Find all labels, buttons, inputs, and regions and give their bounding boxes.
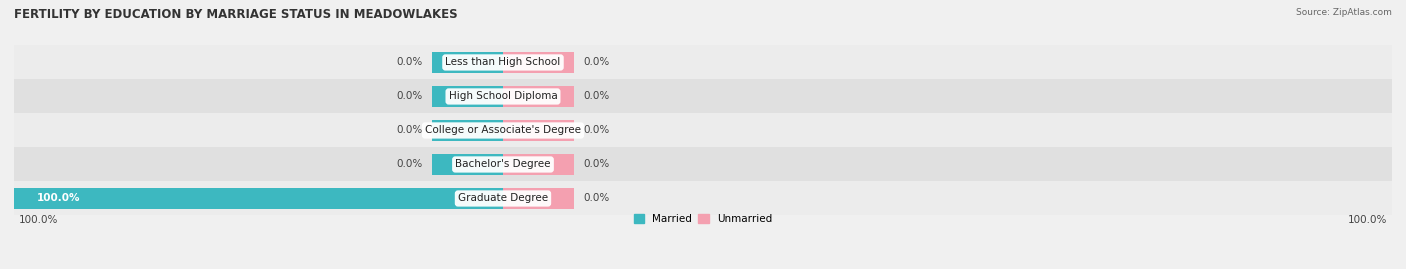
Text: 0.0%: 0.0% xyxy=(396,125,423,136)
Bar xyxy=(14,147,1392,182)
Bar xyxy=(432,52,503,73)
Text: Graduate Degree: Graduate Degree xyxy=(458,193,548,203)
Text: Less than High School: Less than High School xyxy=(446,58,561,68)
Text: 0.0%: 0.0% xyxy=(396,91,423,101)
Bar xyxy=(503,86,574,107)
Text: Bachelor's Degree: Bachelor's Degree xyxy=(456,160,551,169)
Text: 0.0%: 0.0% xyxy=(583,160,609,169)
Text: 100.0%: 100.0% xyxy=(1348,215,1388,225)
Text: Source: ZipAtlas.com: Source: ZipAtlas.com xyxy=(1296,8,1392,17)
Bar xyxy=(14,114,1392,147)
Bar xyxy=(432,86,503,107)
Bar xyxy=(432,120,503,141)
Bar xyxy=(503,188,574,209)
Text: High School Diploma: High School Diploma xyxy=(449,91,557,101)
Text: 100.0%: 100.0% xyxy=(18,215,58,225)
Bar xyxy=(0,188,503,209)
Text: 0.0%: 0.0% xyxy=(583,58,609,68)
Text: 0.0%: 0.0% xyxy=(396,58,423,68)
Bar xyxy=(503,52,574,73)
Text: 0.0%: 0.0% xyxy=(583,193,609,203)
Legend: Married, Unmarried: Married, Unmarried xyxy=(634,214,772,224)
Text: 0.0%: 0.0% xyxy=(583,125,609,136)
Text: FERTILITY BY EDUCATION BY MARRIAGE STATUS IN MEADOWLAKES: FERTILITY BY EDUCATION BY MARRIAGE STATU… xyxy=(14,8,458,21)
Text: 0.0%: 0.0% xyxy=(396,160,423,169)
Bar xyxy=(14,45,1392,79)
Text: 0.0%: 0.0% xyxy=(583,91,609,101)
Bar xyxy=(14,182,1392,215)
Bar xyxy=(14,79,1392,114)
Bar xyxy=(503,154,574,175)
Bar xyxy=(432,154,503,175)
Text: College or Associate's Degree: College or Associate's Degree xyxy=(425,125,581,136)
Bar xyxy=(503,120,574,141)
Text: 100.0%: 100.0% xyxy=(37,193,80,203)
